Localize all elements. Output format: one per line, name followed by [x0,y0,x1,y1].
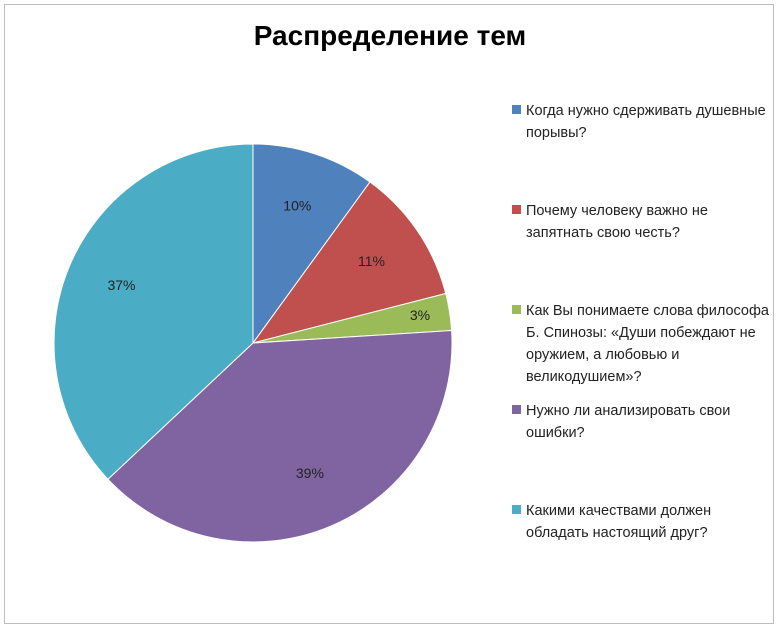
pie-data-label: 11% [358,253,385,269]
legend-label: Почему человеку важно не запятнать свою … [526,203,708,241]
pie-slices [53,143,453,543]
pie-slice [252,143,371,345]
pie-data-label: 39% [296,465,324,481]
legend-swatch [512,205,521,214]
legend-swatch [512,505,521,514]
pie-slice [53,143,254,480]
legend-label: Какими качествами должен обладать настоя… [526,503,712,541]
pie-slice [107,329,453,543]
legend-label: Когда нужно сдерживать душевные порывы? [526,103,766,141]
pie-data-label: 10% [283,197,311,213]
legend-swatch [512,105,521,114]
legend-swatch [512,405,521,414]
legend-swatch [512,305,521,314]
pie-data-labels: 10% 11% 3% 39% 37% [107,197,430,481]
legend-label: Как Вы понимаете слова философа Б. Спино… [526,303,769,385]
legend-label: Нужно ли анализировать свои ошибки? [526,403,731,441]
pie-data-label: 3% [410,307,430,323]
pie-data-label: 37% [107,277,135,293]
pie-slice [251,181,447,344]
chart-title: Распределение тем [253,20,527,51]
